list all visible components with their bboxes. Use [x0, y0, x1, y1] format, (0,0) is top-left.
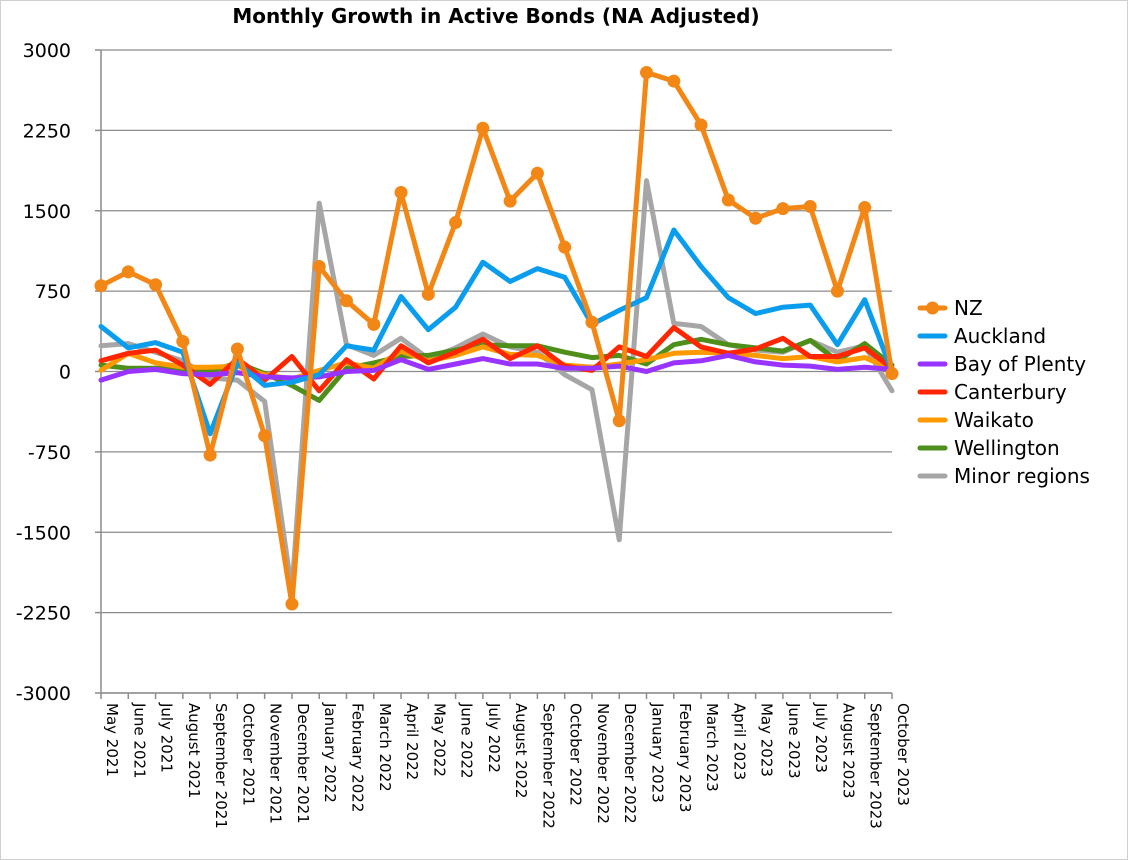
legend-item: Minor regions	[917, 464, 1090, 488]
data-point	[885, 367, 899, 381]
data-point	[258, 429, 272, 443]
data-point	[776, 202, 790, 216]
x-tick-label: July 2021	[158, 702, 176, 773]
x-tick-label: August 2023	[839, 703, 857, 798]
chart-title: Monthly Growth in Active Bonds (NA Adjus…	[232, 4, 759, 28]
y-tick-label: -3000	[16, 683, 71, 705]
series-group	[94, 66, 899, 611]
data-point	[312, 259, 326, 273]
data-point	[121, 265, 135, 279]
x-tick-label: January 2022	[321, 702, 339, 803]
x-tick-label: February 2023	[676, 703, 694, 812]
x-tick-label: October 2022	[567, 703, 585, 806]
data-point	[694, 118, 708, 132]
data-point	[749, 211, 763, 225]
x-tick-label: September 2023	[867, 703, 885, 829]
data-point	[640, 66, 654, 80]
series-auckland	[98, 227, 895, 437]
y-tick-label: 2250	[23, 120, 71, 142]
x-tick-label: November 2021	[267, 703, 285, 824]
legend-label: Canterbury	[954, 380, 1067, 404]
series-minor-regions	[98, 178, 895, 594]
legend-item: Auckland	[917, 324, 1046, 348]
x-tick-label: October 2021	[239, 703, 257, 806]
x-tick-label: April 2023	[730, 703, 748, 780]
legend-item: Bay of Plenty	[917, 352, 1086, 376]
data-point	[449, 216, 463, 230]
legend-label: Auckland	[954, 324, 1046, 348]
series-line	[98, 227, 895, 437]
data-point	[830, 284, 844, 298]
data-point	[94, 279, 108, 293]
legend-label: Minor regions	[954, 464, 1090, 488]
data-point	[339, 294, 353, 308]
data-point	[503, 194, 517, 208]
x-tick-label: January 2023	[649, 702, 667, 803]
x-tick-label: November 2022	[594, 703, 612, 824]
x-tick-label: April 2022	[403, 703, 421, 780]
legend-label: Waikato	[954, 408, 1034, 432]
legend-label: Bay of Plenty	[954, 352, 1086, 376]
legend-item: Wellington	[917, 436, 1060, 460]
x-tick-label: October 2023	[894, 703, 912, 806]
data-point	[285, 597, 299, 611]
legend-label: Wellington	[954, 436, 1060, 460]
legend-marker	[926, 301, 939, 315]
data-point	[203, 448, 217, 462]
data-point	[230, 342, 244, 356]
x-tick-label: June 2023	[785, 702, 803, 779]
data-point	[421, 287, 435, 301]
x-tick-label: March 2022	[376, 703, 394, 792]
x-tick-label: September 2021	[212, 703, 230, 829]
x-tick-label: September 2022	[539, 703, 557, 829]
legend-label: NZ	[954, 296, 983, 320]
data-point	[367, 317, 381, 331]
axes: 3000 2250 1500 750 0 -750 -1500 -2250 -3000 May 2…	[16, 40, 912, 829]
y-tick-label: -2250	[16, 603, 71, 625]
x-tick-label: June 2021	[130, 702, 148, 779]
data-point	[530, 166, 544, 180]
y-tick-label: -1500	[16, 522, 71, 544]
y-tick-label: -750	[28, 442, 71, 464]
series-nz	[94, 66, 899, 611]
x-tick-label: August 2021	[185, 703, 203, 798]
data-point	[149, 278, 163, 292]
series-line	[98, 178, 895, 594]
y-tick-label: 3000	[23, 40, 71, 62]
data-point	[612, 414, 626, 428]
x-tick-label: May 2021	[103, 703, 121, 777]
y-tick-label: 1500	[23, 201, 71, 223]
x-tick-label: August 2022	[512, 703, 530, 798]
data-point	[476, 121, 490, 135]
x-tick-label: March 2023	[703, 703, 721, 792]
data-point	[585, 315, 599, 329]
legend-item: NZ	[917, 296, 983, 320]
x-tick-label: February 2022	[348, 703, 366, 812]
y-tick-label: 0	[59, 362, 71, 384]
x-tick-label: July 2023	[812, 702, 830, 773]
y-tick-label: 750	[35, 281, 71, 303]
legend-item: Waikato	[917, 408, 1034, 432]
x-tick-label: December 2021	[294, 703, 312, 824]
data-point	[558, 240, 572, 254]
data-point	[394, 186, 408, 200]
data-point	[667, 74, 681, 88]
x-tick-label: May 2023	[758, 703, 776, 777]
x-tick-label: December 2022	[621, 703, 639, 824]
x-tick-label: May 2022	[430, 703, 448, 777]
data-point	[858, 201, 872, 215]
x-tick-label: June 2022	[458, 702, 476, 779]
data-point	[176, 334, 190, 348]
legend-item: Canterbury	[917, 380, 1067, 404]
legend: NZ Auckland Bay of Plenty Canterbury Waikato…	[917, 296, 1090, 488]
data-point	[721, 193, 735, 207]
x-tick-label: July 2022	[485, 702, 503, 773]
data-point	[803, 199, 817, 213]
